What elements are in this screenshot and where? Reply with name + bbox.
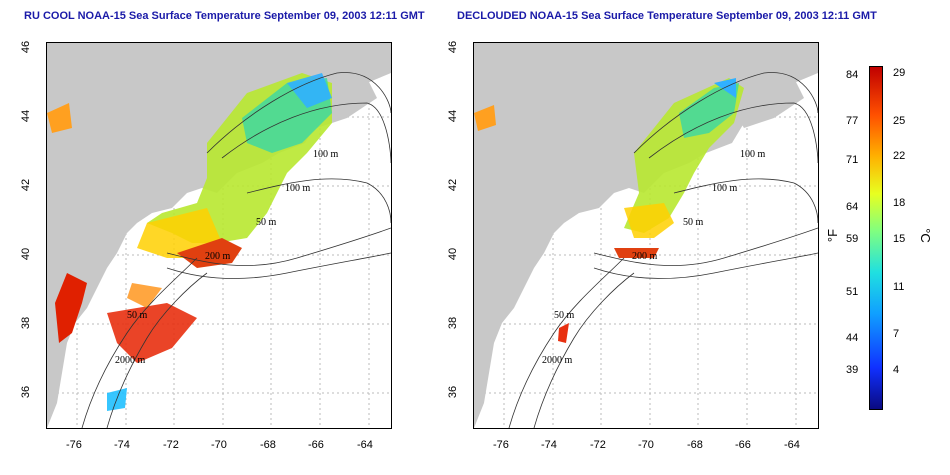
celsius-unit-label: °C [917,228,933,243]
right-sst-map: 100 m 100 m 50 m 200 m 50 m 2000 m [474,43,818,428]
lat-tick-label: 40 [20,247,33,261]
lon-tick-label: -68 [260,439,276,451]
fahrenheit-tick: 71 [846,154,859,166]
contour-label: 50 m [127,310,148,321]
left-sst-map: 100 m 100 m 50 m 200 m 50 m 2000 m [47,43,391,428]
contour-label: 50 m [683,217,704,228]
lon-tick-label: -68 [687,439,703,451]
right-map-panel: 100 m 100 m 50 m 200 m 50 m 2000 m [473,42,819,429]
left-map-title: RU COOL NOAA-15 Sea Surface Temperature … [24,10,425,22]
fahrenheit-tick: 51 [846,286,859,298]
celsius-tick: 25 [893,115,906,127]
lon-tick-label: -64 [357,439,373,451]
lon-tick-label: -66 [735,439,751,451]
lon-tick-label: -74 [541,439,557,451]
lon-tick-label: -72 [163,439,179,451]
celsius-tick: 7 [893,328,900,340]
contour-label: 50 m [554,310,575,321]
lat-tick-label: 42 [20,178,33,192]
lon-tick-label: -64 [784,439,800,451]
lat-tick-label: 36 [447,385,460,399]
contour-label: 50 m [256,217,277,228]
lat-tick-label: 46 [20,40,33,54]
celsius-tick: 22 [893,150,906,162]
celsius-tick: 18 [893,197,906,209]
lon-tick-label: -76 [493,439,509,451]
fahrenheit-tick: 39 [846,364,859,376]
left-map-panel: 100 m 100 m 50 m 200 m 50 m 2000 m [46,42,392,429]
contour-label: 2000 m [115,355,146,366]
celsius-tick: 15 [893,233,906,245]
lat-tick-label: 38 [447,316,460,330]
celsius-tick: 29 [893,67,906,79]
fahrenheit-tick: 84 [846,69,859,81]
fahrenheit-tick: 77 [846,115,859,127]
fahrenheit-tick: 64 [846,201,859,213]
fahrenheit-tick: 59 [846,233,859,245]
temperature-colorbar [869,66,883,410]
lat-tick-label: 40 [447,247,460,261]
contour-label: 200 m [205,251,231,262]
contour-label: 100 m [712,183,738,194]
lon-tick-label: -70 [211,439,227,451]
lon-tick-label: -72 [590,439,606,451]
lat-tick-label: 46 [447,40,460,54]
lon-tick-label: -74 [114,439,130,451]
celsius-tick: 11 [893,281,905,293]
celsius-tick: 4 [893,364,900,376]
fahrenheit-unit-label: °F [825,228,841,243]
lon-tick-label: -66 [308,439,324,451]
contour-label: 100 m [313,149,339,160]
lat-tick-label: 36 [20,385,33,399]
right-map-title: DECLOUDED NOAA-15 Sea Surface Temperatur… [457,10,877,22]
fahrenheit-tick: 44 [846,332,859,344]
lat-tick-label: 42 [447,178,460,192]
contour-label: 100 m [740,149,766,160]
lat-tick-label: 44 [447,109,460,123]
lon-tick-label: -76 [66,439,82,451]
lon-tick-label: -70 [638,439,654,451]
contour-label: 200 m [632,251,658,262]
lat-tick-label: 44 [20,109,33,123]
contour-label: 2000 m [542,355,573,366]
contour-label: 100 m [285,183,311,194]
lat-tick-label: 38 [20,316,33,330]
